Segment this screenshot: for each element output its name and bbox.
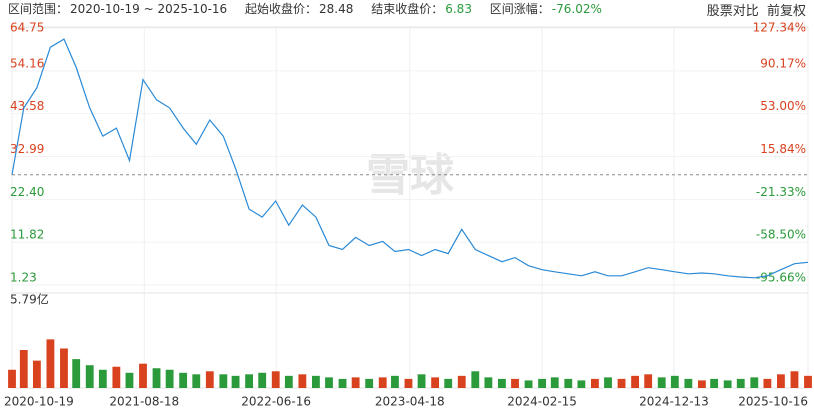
volume-bar [538,378,546,388]
volume-bar [511,378,519,388]
volume-bar [98,369,107,388]
change-value: -76.02% [551,2,602,16]
toolbar: 股票对比 前复权 [707,0,806,19]
volume-bar [710,378,719,388]
y2-tick-label: 15.84% [760,142,806,156]
volume-bar [85,365,94,388]
volume-bar [46,339,55,388]
volume-bar [697,380,706,388]
change-label: 区间涨幅： [489,2,550,16]
volume-bar [484,377,493,388]
x-tick-label: 2020-10-19 [4,395,74,409]
volume-bar [112,366,121,388]
volume-bar [219,374,228,388]
y-tick-label: 54.16 [10,56,44,70]
volume-bar [338,378,347,388]
volume-bar [179,372,188,388]
x-tick-label: 2025-10-16 [738,395,808,409]
volume-bar [19,350,28,388]
volume-bar [763,378,772,388]
volume-bar [351,377,360,388]
adjust-button[interactable]: 前复权 [766,4,806,19]
volume-bar [684,378,693,388]
x-tick-label: 2024-02-15 [507,395,577,409]
volume-bar [139,363,147,388]
volume-bar [644,374,653,388]
volume-bar [550,377,559,388]
volume-tick-label: 5.79亿 [10,292,49,307]
y2-tick-label: -58.50% [756,228,806,242]
volume-bar [657,377,666,388]
volume-bar [444,378,453,388]
volume-bar [524,380,533,388]
volume-bar [431,377,440,388]
volume-bar [631,375,640,388]
volume-bar [271,371,280,388]
header: 区间范围： 2020-10-19 ~ 2025-10-16 起始收盘价： 28.48… [8,0,808,18]
volume-bar [417,374,426,388]
y2-tick-label: -95.66% [756,271,806,285]
volume-bar [790,371,799,388]
compare-button[interactable]: 股票对比 [706,4,759,19]
volume-bar [298,374,307,388]
volume-bar [564,378,573,388]
watermark: 雪球 [366,150,455,201]
volume-bar [750,377,759,388]
volume-bar [471,371,480,388]
y-tick-label: 43.58 [10,99,44,113]
x-tick-label: 2022-06-16 [241,395,311,409]
volume-bar [804,375,812,388]
volume-bar [378,377,387,388]
volume-bar [245,374,254,388]
volume-bar [325,377,333,388]
range-label: 区间范围： [8,2,69,16]
volume-bar [60,348,68,388]
y2-tick-label: 53.00% [760,99,806,113]
y2-tick-label: 127.34% [753,21,806,35]
volume-bar [125,372,134,388]
range-value: 2020-10-19 ~ 2025-10-16 [70,2,228,16]
end-label: 结束收盘价： [371,2,444,16]
y-tick-label: 1.23 [10,271,37,285]
volume-bar [311,375,320,388]
x-tick-label: 2024-12-13 [639,395,709,409]
volume-bar [32,360,41,388]
volume-bar [777,374,785,388]
volume-bar [577,380,586,388]
end-value: 6.83 [445,2,472,16]
y2-tick-label: 90.17% [760,56,806,70]
volume-bar [165,369,174,388]
start-label: 起始收盘价： [245,2,318,16]
y-tick-label: 11.82 [10,228,44,242]
volume-bar [205,371,214,388]
x-tick-label: 2021-08-18 [109,395,179,409]
volume-bar [604,377,612,388]
volume-bar [736,378,745,388]
volume-bar [457,375,466,388]
y-tick-label: 22.40 [10,185,44,199]
start-value: 28.48 [319,2,354,16]
volume-bar [72,359,81,388]
y-tick-label: 32.99 [10,142,44,156]
volume-bar [723,380,732,388]
volume-bar [8,369,16,388]
x-tick-label: 2023-04-18 [375,395,445,409]
volume-bar [591,378,599,388]
y2-tick-label: -21.33% [756,185,806,199]
volume-bar [404,378,413,388]
y-tick-label: 64.75 [10,21,44,35]
price-line [11,38,809,279]
volume-bar [670,375,679,388]
volume-bar [391,375,399,388]
volume-bar [231,375,240,388]
volume-bar [152,368,161,388]
volume-bar [284,375,293,388]
volume-bar [192,374,201,388]
volume-bar [617,378,626,388]
volume-bar [258,372,267,388]
volume-bar [497,378,506,388]
volume-bar [365,378,374,388]
